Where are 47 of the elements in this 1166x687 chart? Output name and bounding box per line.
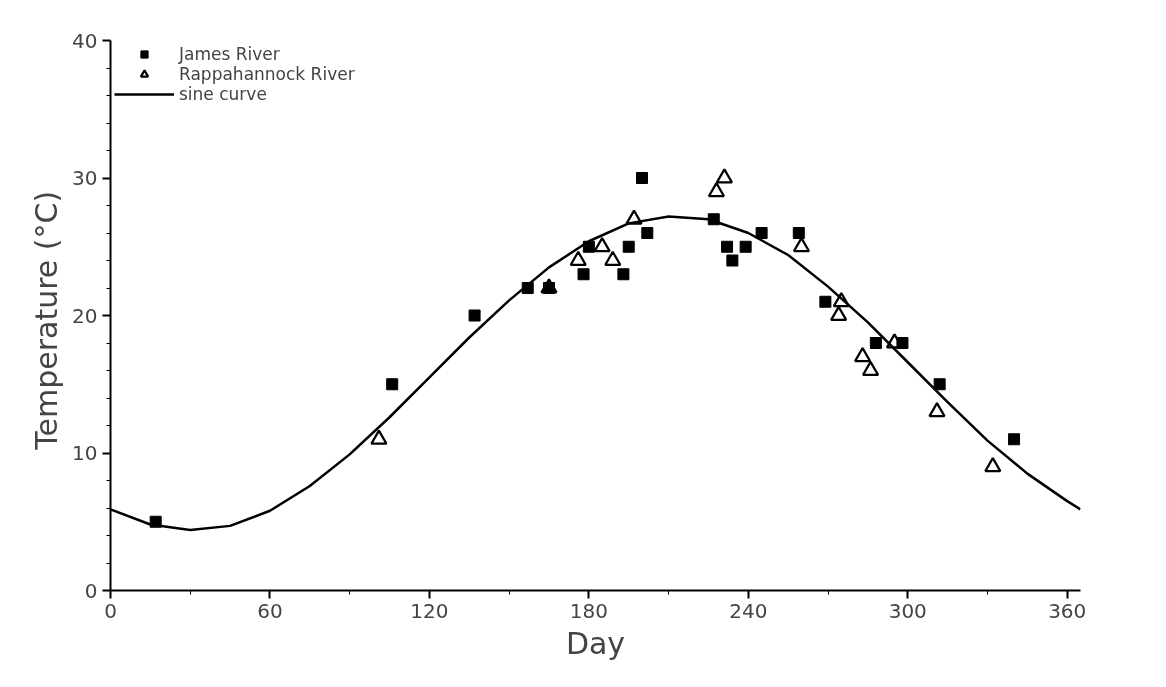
- point: [739, 240, 752, 253]
- point: [755, 227, 768, 239]
- point: [622, 240, 635, 253]
- point: [832, 291, 850, 308]
- point: [593, 236, 611, 253]
- point: [984, 456, 1002, 473]
- point: [707, 181, 726, 198]
- point: [819, 295, 832, 308]
- legend-label: James River: [179, 44, 280, 64]
- x-tick-label: 0: [104, 598, 117, 623]
- point: [569, 250, 587, 266]
- point: [1008, 433, 1021, 446]
- point: [792, 227, 805, 239]
- point: [726, 254, 739, 267]
- point: [468, 309, 481, 322]
- x-tick-label: 300: [888, 598, 927, 623]
- point: [933, 378, 946, 391]
- y-tick-label: 30: [72, 166, 98, 190]
- legend-label: sine curve: [179, 84, 267, 104]
- x-tick-label: 180: [569, 598, 608, 623]
- x-axis-title: Day: [565, 625, 626, 661]
- y-tick-label: 20: [72, 303, 98, 328]
- point: [577, 268, 590, 281]
- point: [721, 240, 734, 253]
- x-tick-label: 240: [729, 598, 768, 623]
- point: [861, 360, 880, 376]
- x-tick-label: 60: [257, 598, 283, 623]
- x-tick-label: 360: [1048, 598, 1087, 623]
- point: [540, 278, 558, 294]
- point: [928, 401, 946, 418]
- point: [636, 172, 649, 184]
- point: [830, 305, 848, 321]
- x-tick-label: 120: [410, 598, 449, 623]
- point: [625, 209, 643, 225]
- y-axis-title: Temperature (°C): [29, 190, 65, 451]
- y-tick-label: 10: [72, 441, 98, 465]
- point: [604, 250, 622, 266]
- y-tick-label: 0: [84, 578, 98, 603]
- point: [370, 429, 388, 445]
- point: [853, 346, 872, 363]
- point: [386, 378, 399, 391]
- y-tick-label: 40: [72, 28, 98, 53]
- point: [617, 268, 630, 281]
- point: [869, 337, 882, 349]
- point: [715, 168, 733, 184]
- legend-label: Rappahannock River: [179, 64, 355, 84]
- point: [641, 227, 654, 239]
